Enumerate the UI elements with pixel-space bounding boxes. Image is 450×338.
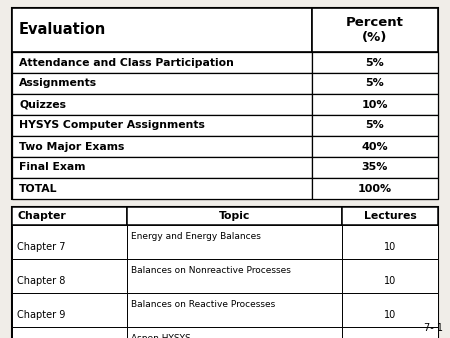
Bar: [342, 259, 438, 293]
Text: Chapter: Chapter: [17, 211, 66, 221]
Text: 10: 10: [384, 310, 396, 320]
Bar: [342, 225, 438, 259]
Text: TOTAL: TOTAL: [19, 184, 58, 193]
Text: Lectures: Lectures: [364, 211, 416, 221]
Text: Chapter 9: Chapter 9: [17, 310, 65, 320]
Text: 5%: 5%: [365, 78, 384, 89]
Bar: [127, 259, 342, 293]
Text: Balances on Nonreactive Processes: Balances on Nonreactive Processes: [131, 266, 291, 275]
Bar: [12, 73, 312, 94]
Text: Chapter 7: Chapter 7: [17, 242, 66, 252]
Bar: [12, 327, 127, 338]
Text: Topic: Topic: [219, 211, 250, 221]
Bar: [12, 225, 127, 259]
Text: 5%: 5%: [365, 121, 384, 130]
Bar: [12, 8, 312, 52]
Text: Energy and Energy Balances: Energy and Energy Balances: [131, 233, 261, 241]
Text: 100%: 100%: [358, 184, 392, 193]
Bar: [127, 327, 342, 338]
Text: 35%: 35%: [362, 163, 388, 172]
Bar: [312, 115, 438, 136]
Bar: [12, 52, 312, 73]
Bar: [12, 207, 127, 225]
Text: 40%: 40%: [362, 142, 388, 151]
Text: 10: 10: [384, 276, 396, 286]
Bar: [12, 178, 312, 199]
Text: 5%: 5%: [365, 57, 384, 68]
Bar: [312, 178, 438, 199]
Text: Attendance and Class Participation: Attendance and Class Participation: [19, 57, 234, 68]
Text: 10: 10: [384, 242, 396, 252]
Bar: [127, 207, 342, 225]
Text: Chapter 8: Chapter 8: [17, 276, 65, 286]
Bar: [312, 94, 438, 115]
Bar: [12, 293, 127, 327]
Bar: [342, 293, 438, 327]
Text: Percent
(%): Percent (%): [346, 16, 404, 45]
Bar: [12, 259, 127, 293]
Bar: [12, 207, 438, 338]
Text: HYSYS Computer Assignments: HYSYS Computer Assignments: [19, 121, 205, 130]
Bar: [12, 157, 312, 178]
Bar: [312, 52, 438, 73]
Text: Balances on Reactive Processes: Balances on Reactive Processes: [131, 300, 275, 309]
Bar: [312, 136, 438, 157]
Bar: [12, 94, 312, 115]
Text: Aspen HYSYS –: Aspen HYSYS –: [131, 334, 198, 338]
Text: Final Exam: Final Exam: [19, 163, 86, 172]
Bar: [127, 293, 342, 327]
Text: Two Major Exams: Two Major Exams: [19, 142, 124, 151]
Bar: [312, 8, 438, 52]
Bar: [312, 157, 438, 178]
Text: Assignments: Assignments: [19, 78, 97, 89]
Bar: [12, 8, 438, 199]
Text: Evaluation: Evaluation: [19, 23, 106, 38]
Text: 7- 1: 7- 1: [424, 323, 443, 333]
Text: Quizzes: Quizzes: [19, 99, 66, 110]
Bar: [342, 207, 438, 225]
Bar: [342, 327, 438, 338]
Bar: [312, 73, 438, 94]
Bar: [127, 225, 342, 259]
Text: 10%: 10%: [362, 99, 388, 110]
Bar: [12, 136, 312, 157]
Bar: [12, 115, 312, 136]
